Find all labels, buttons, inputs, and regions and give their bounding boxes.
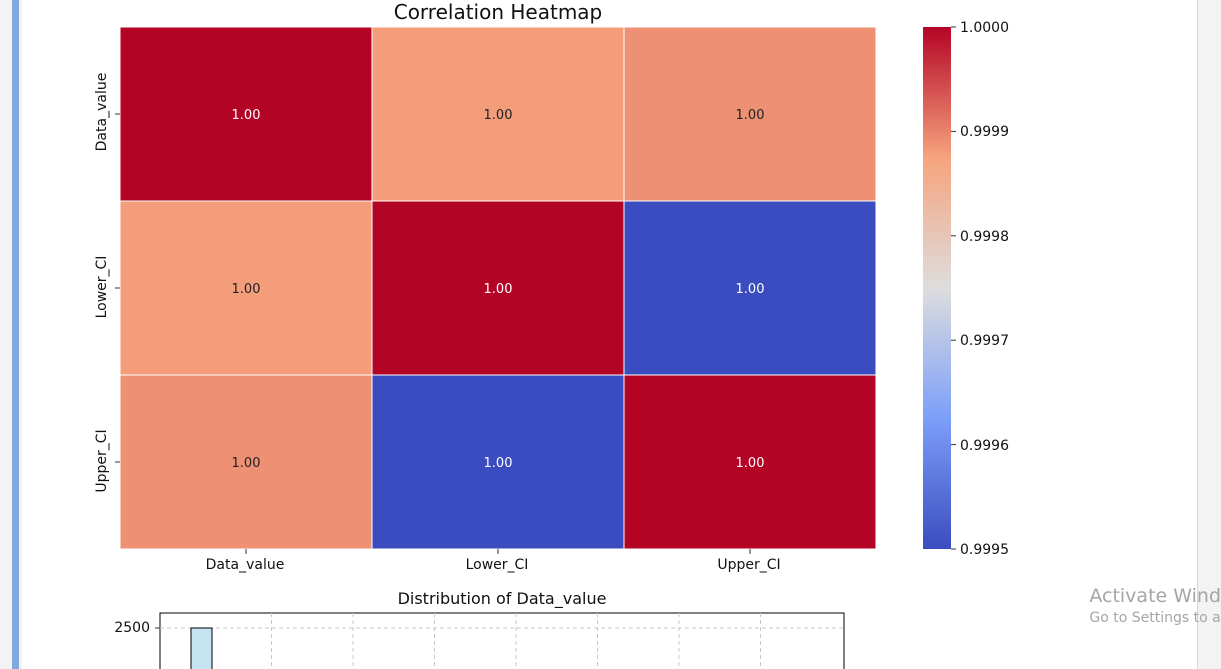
heatmap-cell-label: 1.00 [232, 456, 261, 471]
windows-activation-watermark: Activate Wind Go to Settings to a [1089, 585, 1221, 626]
colorbar-tick-label: 1.0000 [960, 20, 1009, 36]
heatmap-cell-label: 1.00 [736, 456, 765, 471]
heatmap-cell [119, 200, 373, 376]
heatmap-cell-label: 1.00 [232, 282, 261, 297]
histogram-y-tick-label: 2500 [114, 620, 150, 636]
heatmap-cell [623, 374, 877, 550]
histogram-title: Distribution of Data_value [397, 589, 607, 608]
colorbar-tick-label: 0.9996 [960, 438, 1009, 454]
histogram-bar [190, 627, 213, 669]
heatmap-cell-label: 1.00 [484, 108, 513, 123]
x-tick-label: Upper_CI [717, 557, 781, 573]
histogram-axes-frame [159, 612, 845, 669]
x-tick-label: Data_value [205, 557, 285, 573]
colorbar-tick-label: 0.9999 [960, 124, 1009, 140]
y-tick-label: Lower_CI [94, 255, 110, 319]
heatmap-cell [119, 26, 373, 202]
heatmap-cell [371, 374, 625, 550]
heatmap-cell-label: 1.00 [736, 282, 765, 297]
heatmap-cell-label: 1.00 [484, 282, 513, 297]
heatmap-cell [371, 26, 625, 202]
colorbar-tick-label: 0.9995 [960, 542, 1009, 558]
left-accent-bar [12, 0, 19, 669]
watermark-line-2: Go to Settings to a [1089, 610, 1221, 626]
colorbar [923, 27, 951, 549]
y-tick-label: Upper_CI [94, 429, 110, 493]
heatmap-cell-label: 1.00 [736, 108, 765, 123]
heatmap-cell-label: 1.00 [232, 108, 261, 123]
heatmap-cell-label: 1.00 [484, 456, 513, 471]
heatmap-title: Correlation Heatmap [393, 0, 603, 24]
y-tick-label: Data_value [94, 72, 110, 152]
x-tick-label: Lower_CI [465, 557, 529, 573]
watermark-line-1: Activate Wind [1089, 585, 1221, 607]
colorbar-tick-label: 0.9997 [960, 333, 1009, 349]
colorbar-tick-label: 0.9998 [960, 229, 1009, 245]
heatmap-cell [623, 200, 877, 376]
heatmap-cell [371, 200, 625, 376]
